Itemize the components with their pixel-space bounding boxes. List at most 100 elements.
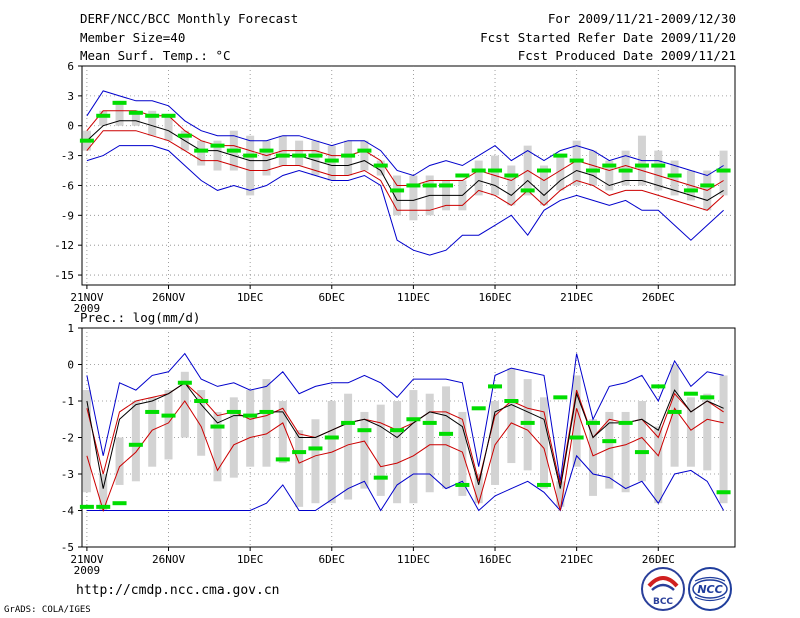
ensemble-box (556, 481, 565, 507)
ensemble-box (393, 175, 402, 216)
observed-marker (585, 168, 600, 173)
observed-marker (488, 168, 503, 173)
observed-marker (292, 153, 307, 158)
observed-marker (259, 148, 274, 153)
ensemble-box (376, 160, 385, 176)
ensemble-box (197, 140, 206, 166)
ensemble-box (686, 397, 695, 467)
observed-marker (536, 168, 551, 173)
observed-marker (602, 439, 617, 444)
observed-marker (96, 504, 111, 509)
max-line (86, 90, 724, 177)
observed-marker (406, 183, 421, 188)
bcc-logo: BCC (641, 567, 685, 611)
bcc-logo-text: BCC (653, 597, 673, 607)
observed-marker (683, 391, 698, 396)
observed-marker (390, 188, 405, 193)
observed-marker (373, 163, 388, 168)
ensemble-box (344, 393, 353, 500)
forecast-start-date: Fcst Started Refer Date 2009/11/20 (480, 30, 736, 45)
ensemble-box (621, 411, 630, 493)
lower-percentile-line (86, 400, 724, 513)
ensemble-box (262, 140, 271, 176)
ensemble-box (605, 411, 614, 489)
y-tick-label: -3 (61, 468, 74, 481)
observed-marker (634, 450, 649, 455)
observed-marker (341, 420, 356, 425)
x-tick-label: 26DEC (642, 553, 675, 566)
observed-marker (667, 173, 682, 178)
x-tick-label: 21NOV (70, 553, 103, 566)
observed-marker (536, 482, 551, 487)
min-line (86, 454, 725, 512)
ensemble-box (246, 135, 255, 196)
ensemble-box (99, 474, 108, 511)
ensemble-box (131, 110, 140, 126)
observed-marker (128, 110, 143, 115)
y-tick-label: -6 (61, 179, 74, 192)
observed-marker (700, 395, 715, 400)
observed-marker (520, 188, 535, 193)
y-tick-label: 6 (67, 60, 74, 73)
observed-marker (683, 188, 698, 193)
ensemble-box (360, 140, 369, 171)
ensemble-box (621, 150, 630, 186)
observed-marker (324, 435, 339, 440)
observed-marker (210, 143, 225, 148)
ensemble-box (703, 393, 712, 471)
ensemble-box (148, 110, 157, 136)
y-tick-label: -2 (61, 432, 74, 445)
observed-marker (716, 490, 731, 495)
y-tick-label: 3 (67, 90, 74, 103)
lower-percentile-line (86, 130, 724, 211)
ensemble-box (360, 411, 369, 489)
ensemble-box (278, 401, 287, 464)
observed-marker (569, 158, 584, 163)
source-url[interactable]: http://cmdp.ncc.cma.gov.cn (76, 583, 280, 598)
observed-marker (308, 446, 323, 451)
observed-marker (700, 183, 715, 188)
ensemble-box (572, 375, 581, 467)
observed-marker (177, 133, 192, 138)
ensemble-box (719, 150, 728, 196)
observed-marker (602, 163, 617, 168)
ensemble-box (148, 397, 157, 467)
ensemble-box (719, 375, 728, 504)
ensemble-box (491, 401, 500, 485)
observed-marker (553, 395, 568, 400)
ensemble-box (507, 368, 516, 464)
observed-marker (194, 399, 209, 403)
ensemble-box (654, 150, 663, 191)
observed-marker (667, 409, 682, 414)
ensemble-box (180, 371, 189, 438)
observed-marker (128, 442, 143, 447)
observed-marker (455, 482, 470, 487)
x-tick-label: 26NOV (152, 291, 185, 304)
ensemble-box (556, 155, 565, 191)
ensemble-box (344, 140, 353, 176)
observed-marker (618, 168, 633, 173)
ensemble-box (327, 145, 336, 181)
ensemble-box (311, 419, 320, 504)
median-line (86, 120, 724, 201)
x-tick-label: 11DEC (397, 553, 430, 566)
max-line (86, 352, 724, 482)
observed-marker (373, 475, 388, 480)
chart-title: DERF/NCC/BCC Monthly Forecast (80, 11, 299, 26)
x-tick-label: 6DEC (319, 291, 346, 304)
ensemble-box (458, 411, 467, 496)
observed-marker (210, 424, 225, 429)
ensemble-box (311, 140, 320, 176)
observed-marker (422, 183, 437, 188)
forecast-produced-date: Fcst Produced Date 2009/11/21 (517, 48, 736, 63)
x-tick-label: 16DEC (478, 291, 511, 304)
observed-marker (292, 450, 307, 455)
plot-frame (81, 327, 736, 548)
ensemble-box (572, 140, 581, 186)
x-tick-label: 26DEC (642, 291, 675, 304)
observed-marker (406, 417, 421, 422)
observed-marker (439, 431, 454, 436)
observed-marker (553, 153, 568, 158)
ensemble-box (213, 140, 222, 171)
ensemble-box (213, 411, 222, 482)
